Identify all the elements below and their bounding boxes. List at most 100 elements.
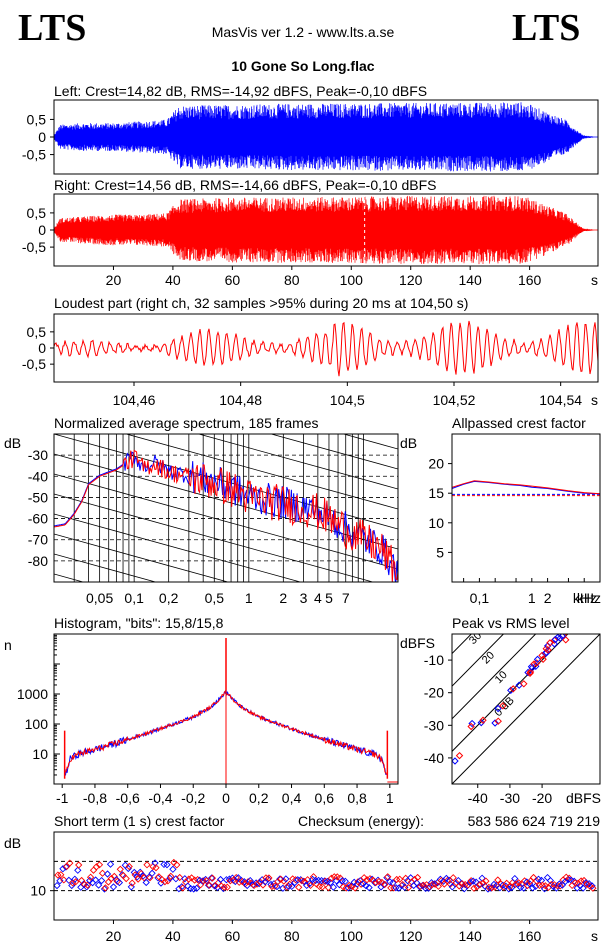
right-waveform-panel: 0,50-0,5 20 40 60 80 100 120 140 160 bbox=[22, 194, 598, 288]
short-term-point bbox=[357, 880, 365, 888]
short-term-point bbox=[142, 878, 150, 887]
short-term-point bbox=[396, 875, 404, 883]
short-term-point bbox=[130, 868, 138, 877]
left-waveform-frame bbox=[53, 99, 599, 175]
peak-rms-point bbox=[533, 655, 542, 664]
short-term-point bbox=[173, 861, 181, 869]
short-term-point bbox=[511, 874, 519, 883]
short-term-point bbox=[262, 874, 270, 882]
loudest-part-xtick-label: 104,54 bbox=[539, 392, 582, 408]
short-term-point bbox=[115, 878, 124, 887]
peak-rms-point bbox=[455, 751, 464, 760]
peak-rms-diagonal bbox=[452, 634, 600, 784]
short-term-point bbox=[321, 877, 330, 885]
peak-rms-ytick-label: -10 bbox=[424, 652, 444, 668]
short-term-point bbox=[285, 882, 293, 891]
loudest-part-panel: 0,50-0,5 104,46 104,48 104,5 104,52 104,54 bbox=[22, 320, 599, 408]
short-term-point bbox=[187, 874, 196, 882]
short-term-point bbox=[295, 883, 303, 891]
histogram-frame bbox=[53, 633, 399, 785]
short-term-point bbox=[431, 880, 440, 888]
short-term-point bbox=[246, 876, 254, 885]
short-term-point bbox=[95, 861, 104, 869]
short-term-point bbox=[66, 859, 74, 867]
crest-xtick-label: 1 bbox=[528, 590, 536, 606]
crest-right-series bbox=[451, 480, 601, 495]
short-term-point bbox=[449, 874, 457, 882]
short-term-point bbox=[392, 884, 400, 892]
histogram-ytick-label: 1000 bbox=[17, 686, 48, 702]
histogram-xtick-label: -1 bbox=[56, 790, 69, 806]
short-term-point bbox=[380, 880, 388, 889]
short-term-point bbox=[360, 874, 368, 882]
short-term-point bbox=[556, 882, 564, 890]
short-term-point bbox=[335, 881, 344, 889]
short-term-point bbox=[461, 880, 469, 889]
short-term-point bbox=[134, 875, 142, 883]
short-term-point bbox=[523, 878, 531, 886]
crest-left-series bbox=[451, 480, 601, 495]
short-term-point bbox=[428, 880, 437, 889]
short-term-point bbox=[169, 865, 177, 873]
short-term-point bbox=[491, 883, 499, 891]
spectrum-xtick-label: 2 bbox=[279, 590, 287, 606]
spectrum-slope-line bbox=[54, 434, 398, 530]
histogram-xtick-label: 1 bbox=[386, 790, 394, 806]
short-term-point bbox=[476, 880, 484, 889]
spectrum-ytick-label: -70 bbox=[28, 532, 48, 548]
short-term-point bbox=[75, 861, 83, 869]
left-waveform-panel: 0,5 0 -0,5 bbox=[22, 102, 598, 172]
short-term-point bbox=[455, 882, 463, 890]
short-term-point bbox=[175, 885, 183, 893]
spectrum-xtick-label: 0,5 bbox=[205, 590, 225, 606]
short-term-point bbox=[109, 883, 118, 891]
lts-logo-right: LTS bbox=[512, 7, 581, 49]
short-term-point bbox=[104, 878, 113, 886]
short-term-point bbox=[216, 875, 225, 884]
spectrum-xtick-label: 3 bbox=[300, 590, 308, 606]
short-term-xtick-label: 120 bbox=[399, 928, 423, 944]
short-term-point bbox=[255, 879, 263, 888]
spectrum-ytick-label: -50 bbox=[28, 489, 48, 505]
right-waveform-xtick-label: 80 bbox=[284, 272, 300, 288]
histogram-ylabel: n bbox=[4, 637, 12, 653]
spectrum-xtick-label: 0,05 bbox=[86, 590, 113, 606]
short-term-point bbox=[161, 878, 169, 886]
peak-rms-diagonal-label: 10 bbox=[493, 669, 510, 686]
short-term-point bbox=[179, 884, 187, 892]
spectrum-xtick-label: 4 bbox=[314, 590, 322, 606]
short-term-point bbox=[467, 877, 475, 885]
short-term-point bbox=[92, 863, 101, 871]
short-term-point bbox=[363, 876, 371, 884]
short-term-point bbox=[89, 866, 98, 874]
short-term-point bbox=[128, 879, 136, 887]
short-term-point bbox=[570, 877, 578, 885]
short-term-point bbox=[387, 884, 395, 892]
short-term-point bbox=[60, 876, 68, 884]
short-term-point bbox=[586, 882, 594, 890]
short-term-point bbox=[152, 864, 160, 872]
short-term-xtick-label: 160 bbox=[518, 928, 542, 944]
spectrum-grid bbox=[54, 434, 398, 582]
right-waveform-ytick-label: -0,5 bbox=[22, 239, 46, 255]
loudest-part-xunit: s bbox=[591, 392, 598, 408]
spectrum-xunit: kHz bbox=[573, 590, 597, 606]
short-term-point bbox=[470, 884, 478, 892]
short-term-point bbox=[101, 884, 110, 892]
short-term-point bbox=[166, 874, 174, 882]
peak-rms-xtick-label: -20 bbox=[532, 790, 552, 806]
short-term-point bbox=[306, 879, 314, 888]
peak-rms-point bbox=[562, 636, 570, 644]
short-term-point bbox=[473, 883, 481, 891]
right-waveform-xtick-label: 160 bbox=[518, 272, 542, 288]
spectrum-title: Normalized average spectrum, 185 frames bbox=[54, 415, 319, 431]
right-waveform-ytick-label: 0,5 bbox=[27, 205, 47, 221]
spectrum-xtick-label: 7 bbox=[342, 590, 350, 606]
short-term-point bbox=[306, 881, 315, 890]
right-waveform-xtick-label: 120 bbox=[399, 272, 423, 288]
spectrum-slope-line bbox=[124, 434, 398, 510]
spectrum-slope-line bbox=[54, 493, 375, 582]
short-term-ytick-label: 10 bbox=[30, 883, 46, 899]
peak-rms-xtick-label: -40 bbox=[468, 790, 488, 806]
